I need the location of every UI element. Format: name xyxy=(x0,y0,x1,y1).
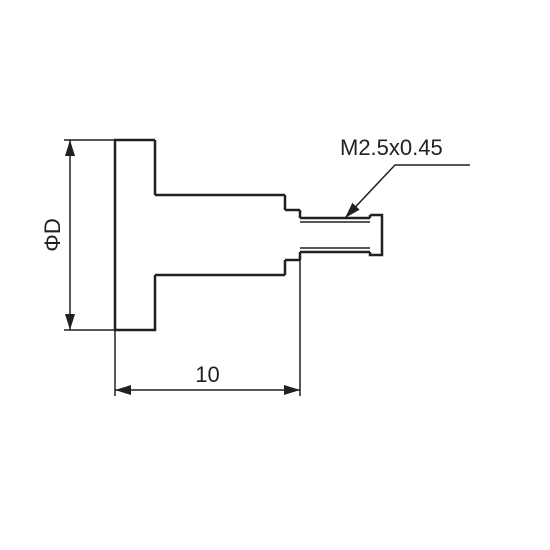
label-thread: M2.5x0.45 xyxy=(340,135,443,160)
label-length: 10 xyxy=(195,362,219,387)
part-outline xyxy=(115,140,382,330)
technical-drawing: ΦD 10 M2.5x0.45 xyxy=(0,0,550,550)
thread-callout xyxy=(345,165,470,218)
label-diameter: ΦD xyxy=(40,218,65,251)
dimension-diameter xyxy=(64,140,115,330)
